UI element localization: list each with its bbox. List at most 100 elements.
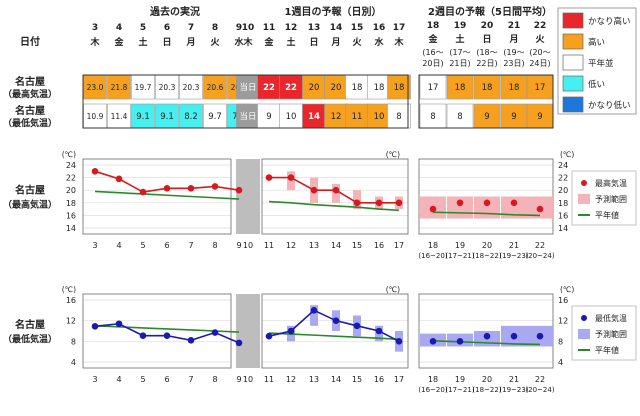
- week2-cell-value: 18: [455, 83, 466, 93]
- x-tick-range-week2: (19~23): [499, 252, 528, 260]
- table-cell-value: 22: [263, 83, 275, 93]
- forecast-point: [265, 332, 273, 340]
- table-cell-value: 8: [396, 112, 401, 122]
- x-tick-label: 7: [188, 241, 193, 250]
- day-number: 9: [236, 23, 242, 33]
- observed-point: [187, 185, 195, 192]
- y-unit-left: (℃): [62, 285, 76, 294]
- x-tick-label-week2: 20: [482, 241, 492, 250]
- x-tick-label: 9: [236, 375, 241, 384]
- row-label-element: （最高気温）: [3, 88, 57, 100]
- legend-swatch: [562, 96, 584, 113]
- week2-cell-value: 8: [457, 112, 462, 122]
- week2-day-number: 20: [481, 21, 494, 31]
- chart-panel-frame: [261, 293, 409, 369]
- y-tick-label-right: 14: [558, 224, 568, 233]
- y-unit-left: (℃): [62, 150, 76, 159]
- y-tick-label-right: 24: [558, 161, 568, 170]
- x-tick-label: 11: [264, 241, 274, 250]
- week2-table-cell: [446, 103, 474, 129]
- day-weekday: 木: [89, 36, 100, 48]
- legend-marker-box: [578, 329, 590, 339]
- x-tick-range-week2: (20~24): [525, 252, 554, 260]
- y-tick-label-left: 12: [66, 317, 76, 326]
- x-tick-label: 10: [243, 241, 253, 250]
- chart-legend-label: 平年値: [595, 210, 619, 220]
- legend-swatch: [562, 54, 584, 71]
- week2-table-cell: [473, 103, 501, 129]
- y-unit-right: (℃): [560, 285, 574, 294]
- table-cell-value: 18: [394, 83, 405, 93]
- table-cell-value: 19.7: [135, 83, 152, 92]
- week2-cell-value: 9: [537, 112, 542, 122]
- forecast-point: [395, 338, 403, 345]
- forecast-point: [375, 199, 383, 207]
- chart-legend-label: 予測範囲: [595, 194, 627, 204]
- legend-marker-box: [578, 194, 590, 204]
- legend-swatch: [562, 12, 584, 29]
- forecast-point: [353, 322, 361, 330]
- week2-table-cell: [500, 74, 528, 100]
- table-cell-value: 20.3: [183, 83, 200, 92]
- observed-point: [187, 337, 195, 344]
- observed-point: [211, 183, 219, 190]
- chart-row-label-element: （最低気温）: [3, 333, 57, 345]
- observed-point: [139, 188, 147, 196]
- week2-range-end: 21日): [449, 59, 470, 68]
- y-tick-label-left: 4: [71, 358, 76, 367]
- table-cell-value: 10: [286, 112, 297, 122]
- day-weekday: 金: [113, 36, 124, 48]
- y-tick-label-left: 22: [66, 174, 76, 183]
- y-tick-label-left: 14: [66, 224, 76, 233]
- x-tick-label: 12: [286, 375, 296, 384]
- day-number: 13: [308, 23, 321, 33]
- y-tick-label-right: 22: [558, 174, 568, 183]
- week2-day-number: 19: [454, 21, 467, 31]
- week2-table-cell: [500, 103, 528, 129]
- chart-panel-frame: [261, 158, 409, 235]
- chart-legend-label: 最高気温: [595, 178, 627, 188]
- normal-line-past: [94, 190, 240, 200]
- week2-range-end: 23日): [503, 59, 524, 68]
- week2-cell-value: 8: [430, 112, 435, 122]
- x-tick-label: 7: [188, 375, 193, 384]
- day-weekday: 日: [309, 37, 318, 48]
- normal-line-week2: [432, 340, 541, 346]
- x-tick-range-week2: (16~20): [418, 252, 447, 260]
- chart-legend-frame: [571, 305, 637, 361]
- y-tick-label-right: 18: [558, 199, 568, 208]
- week2-range-end: 24日): [529, 59, 550, 68]
- section-title-week2: 2週目の予報（5日間平均）: [428, 5, 552, 18]
- week2-cell-value: 18: [482, 83, 493, 93]
- today-band: [236, 159, 260, 234]
- week2-range-end: 20日): [422, 59, 443, 68]
- legend-label: 低い: [588, 79, 605, 90]
- chart-legend-label: 最低気温: [595, 313, 627, 323]
- day-number: 7: [188, 23, 194, 33]
- today-band: [236, 294, 260, 368]
- table-cell-value: 20: [309, 83, 320, 93]
- y-tick-label-left: 16: [66, 296, 76, 305]
- chart-legend-frame: [571, 170, 637, 226]
- week2-range-start: (19～: [503, 48, 524, 57]
- week2-forecast-point: [429, 205, 437, 213]
- x-tick-label-week2: 21: [509, 375, 519, 384]
- row-label-element: （最低気温）: [3, 117, 57, 129]
- y-tick-label-right: 16: [558, 211, 568, 220]
- week2-range-start: (16～: [422, 48, 443, 57]
- x-tick-label: 15: [352, 375, 362, 384]
- week2-table-cell: [419, 74, 447, 100]
- week2-day-number: 21: [508, 21, 521, 31]
- forecast-point: [395, 199, 403, 207]
- chart-row-label-station: 名古屋: [15, 184, 45, 197]
- chart-row-label-element: （最高気温）: [3, 199, 57, 211]
- observed-point: [163, 332, 171, 339]
- week2-forecast-point: [536, 205, 544, 213]
- observed-point: [139, 332, 147, 339]
- x-tick-label: 17: [394, 375, 404, 384]
- table-cell-value: 10.9: [87, 112, 104, 121]
- week2-forecast-point: [483, 332, 491, 340]
- section-title-past: 過去の実況: [149, 5, 200, 18]
- normal-line-week1: [268, 200, 400, 212]
- week2-day-number: 22: [534, 21, 547, 31]
